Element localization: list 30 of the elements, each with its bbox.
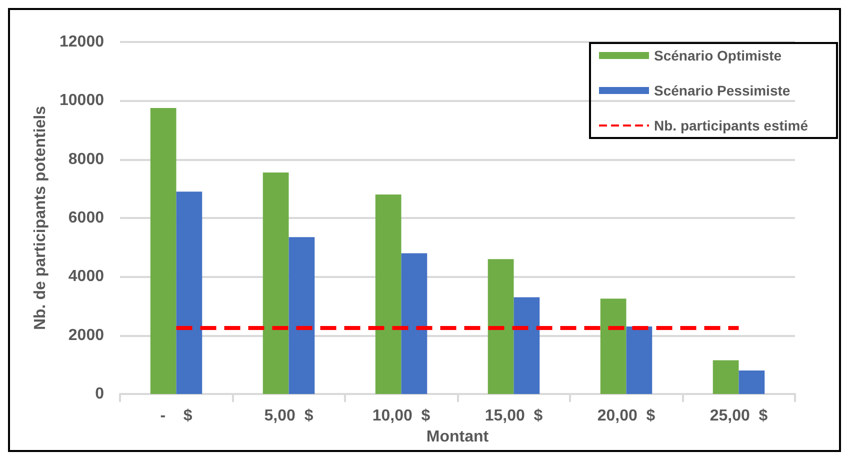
y-axis-title: Nb. de participants potentiels: [32, 106, 50, 330]
y-tick-label: 6000: [68, 210, 104, 226]
y-tick-label: 0: [95, 386, 104, 402]
y-tick-label: 8000: [68, 150, 104, 168]
legend-label: Nb. participants estimé: [654, 118, 808, 134]
legend-label: Scénario Pessimiste: [654, 82, 790, 98]
bar: [176, 192, 202, 394]
bar: [712, 360, 739, 394]
legend-label: Scénario Optimiste: [654, 48, 782, 64]
x-tick-label: 10,00 $: [372, 408, 430, 424]
x-tick-label: - $: [160, 408, 192, 424]
y-tick-label: 10000: [60, 92, 104, 110]
bar: [401, 253, 428, 394]
y-tick-label: 4000: [68, 268, 104, 286]
x-tick-label: 5,00 $: [264, 408, 314, 424]
bar: [626, 326, 652, 394]
bar: [262, 172, 289, 394]
bar: [150, 108, 176, 394]
bar: [375, 194, 402, 394]
bar: [738, 370, 765, 394]
bar: [514, 297, 540, 394]
bar: [488, 259, 514, 394]
bar: [600, 298, 626, 394]
y-tick-label: 2000: [68, 326, 104, 344]
x-tick-label: 25,00 $: [710, 408, 768, 424]
bar: [288, 237, 315, 394]
x-tick-label: 20,00 $: [597, 408, 656, 424]
y-tick-label: 12000: [60, 34, 104, 50]
x-tick-label: 15,00 $: [484, 408, 543, 424]
x-axis-title: Montant: [426, 428, 490, 446]
